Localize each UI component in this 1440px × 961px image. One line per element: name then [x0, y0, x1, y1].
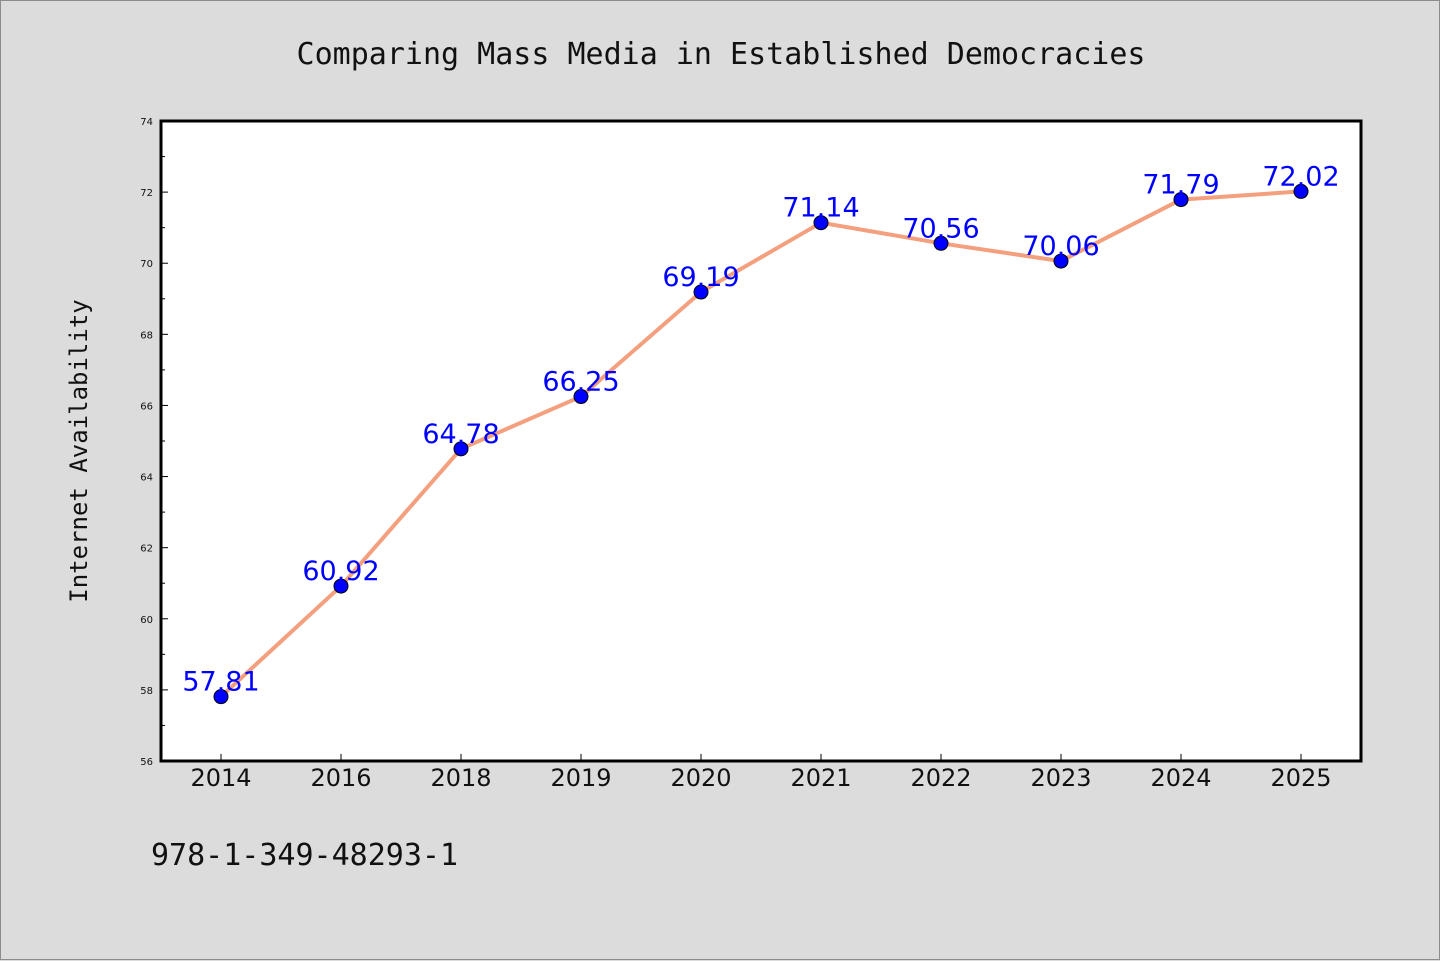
- data-label-2020: 69.19: [662, 262, 739, 293]
- data-point-2021: [813, 215, 829, 231]
- y-tick-label: 70: [140, 259, 153, 270]
- x-tick-label: 2014: [190, 764, 251, 792]
- data-label-2019: 66.25: [542, 367, 619, 398]
- data-label-2014: 57.81: [182, 667, 259, 698]
- data-point-2020: [693, 284, 709, 300]
- x-tick-label: 2025: [1270, 764, 1331, 792]
- series-line: [219, 189, 1302, 699]
- data-point-2023: [1053, 253, 1069, 269]
- y-axis-label: Internet Availability: [65, 299, 93, 602]
- data-label-2022: 70.56: [902, 213, 979, 244]
- axis-ticks: 56 58 60 62 64 66 68 70 72 74 2014 2016 2018 2019 2020…: [140, 117, 1331, 792]
- data-point-2025: [1293, 183, 1309, 199]
- y-tick-label: 74: [140, 117, 153, 128]
- y-tick-label: 58: [140, 686, 153, 697]
- data-point-2016: [333, 578, 349, 594]
- x-tick-label: 2020: [670, 764, 731, 792]
- footnote-isbn: 978-1-349-48293-1: [151, 838, 458, 873]
- x-tick-label: 2022: [910, 764, 971, 792]
- data-label-2025: 72.02: [1262, 161, 1339, 192]
- x-tick-label: 2018: [430, 764, 491, 792]
- data-points: [213, 183, 1309, 705]
- data-label-2023: 70.06: [1022, 231, 1099, 262]
- y-tick-label: 68: [140, 330, 153, 341]
- data-labels: 57.81 60.92 64.78 66.25 69.19 71.14 70.56 70.06…: [182, 161, 1339, 697]
- y-tick-label: 66: [140, 401, 153, 412]
- data-label-2024: 71.79: [1142, 170, 1219, 201]
- data-label-2016: 60.92: [302, 556, 379, 587]
- x-tick-label: 2024: [1150, 764, 1211, 792]
- data-point-2022: [933, 235, 949, 251]
- y-tick-label: 62: [140, 544, 153, 555]
- data-point-2018: [453, 441, 469, 457]
- y-tick-label: 64: [140, 473, 153, 484]
- y-tick-label: 60: [140, 615, 153, 626]
- chart-title: Comparing Mass Media in Established Demo…: [297, 37, 1146, 72]
- data-label-2021: 71.14: [782, 193, 859, 224]
- x-tick-label: 2019: [550, 764, 611, 792]
- plot-area: [159, 119, 1363, 763]
- x-tick-label: 2016: [310, 764, 371, 792]
- x-tick-label: 2021: [790, 764, 851, 792]
- y-tick-label: 72: [140, 188, 153, 199]
- data-label-2018: 64.78: [422, 419, 499, 450]
- data-point-2019: [573, 389, 589, 405]
- data-point-2024: [1173, 192, 1189, 208]
- y-tick-label: 56: [140, 757, 153, 768]
- data-point-2014: [213, 689, 229, 705]
- x-tick-label: 2023: [1030, 764, 1091, 792]
